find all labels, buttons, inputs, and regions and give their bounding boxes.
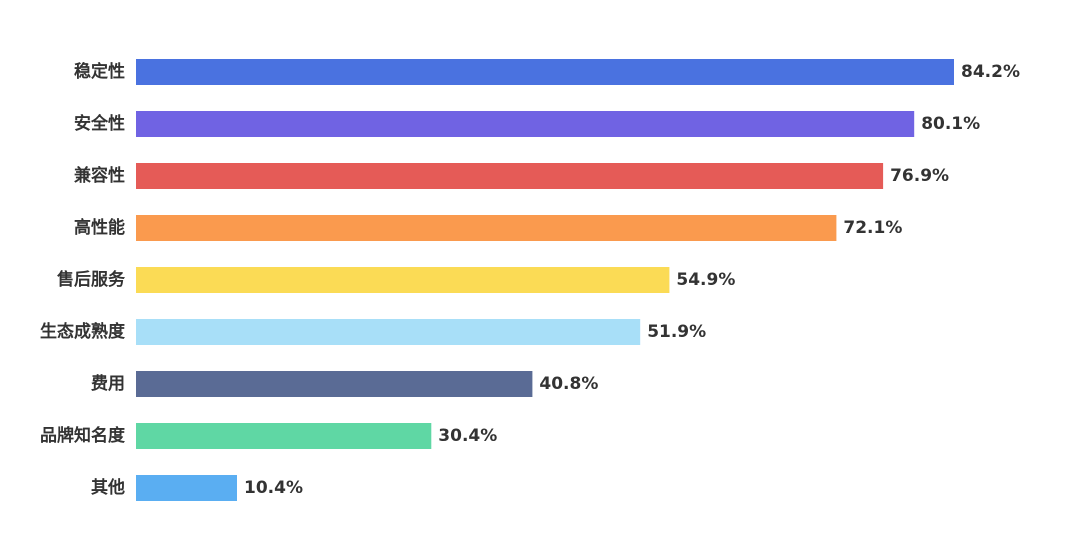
bar xyxy=(136,59,954,85)
category-label: 兼容性 xyxy=(74,165,125,186)
category-label: 生态成熟度 xyxy=(40,321,126,342)
value-label: 51.9% xyxy=(647,322,706,342)
bar xyxy=(136,215,837,241)
category-label: 费用 xyxy=(91,373,125,394)
value-label: 40.8% xyxy=(539,374,598,394)
bar xyxy=(136,371,533,397)
category-label: 其他 xyxy=(91,477,125,498)
value-label: 76.9% xyxy=(890,166,949,186)
category-label: 售后服务 xyxy=(57,269,126,290)
value-label: 54.9% xyxy=(676,270,735,290)
bar xyxy=(136,267,670,293)
bar xyxy=(136,163,884,189)
value-label: 84.2% xyxy=(961,62,1020,82)
category-label: 品牌知名度 xyxy=(40,425,126,446)
category-label: 安全性 xyxy=(74,113,125,134)
bar xyxy=(136,111,915,137)
value-label: 10.4% xyxy=(244,478,303,498)
value-label: 30.4% xyxy=(438,426,497,446)
bar xyxy=(136,319,641,345)
category-label: 稳定性 xyxy=(74,61,125,82)
bar xyxy=(136,423,432,449)
value-label: 72.1% xyxy=(843,218,902,238)
bar xyxy=(136,475,237,501)
category-label: 高性能 xyxy=(74,217,125,238)
value-label: 80.1% xyxy=(921,114,980,134)
